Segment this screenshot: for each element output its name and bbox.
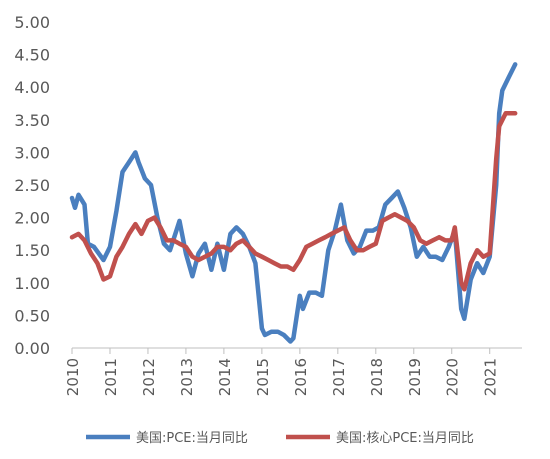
y-tick-label: 5.00: [14, 13, 50, 32]
y-tick-label: 4.50: [14, 46, 50, 65]
y-tick-label: 3.50: [14, 111, 50, 130]
y-tick-label: 0.50: [14, 306, 50, 325]
series-lines: [69, 62, 518, 344]
x-tick-label: 2014: [216, 358, 234, 396]
x-tick-label: 2016: [292, 358, 310, 396]
x-tick-label: 2020: [444, 358, 462, 396]
x-tick-label: 2019: [406, 358, 424, 396]
series-line-2: [69, 111, 518, 292]
y-tick-label: 2.00: [14, 209, 50, 228]
legend: 美国:PCE:当月同比 美国:核心PCE:当月同比: [86, 431, 474, 446]
x-tick-label: 2011: [102, 358, 120, 396]
y-tick-label: 1.50: [14, 241, 50, 260]
y-tick-label: 1.00: [14, 274, 50, 293]
x-tick-label: 2021: [482, 358, 500, 396]
x-tick-label: 2013: [178, 358, 196, 396]
series-line-1: [69, 62, 518, 344]
x-tick-label: 2018: [368, 358, 386, 396]
y-tick-label: 2.50: [14, 176, 50, 195]
x-tick-label: 2017: [330, 358, 348, 396]
legend-label: 美国:PCE:当月同比: [136, 431, 248, 446]
x-tick-label: 2010: [64, 358, 82, 396]
x-axis-ticks: 2010 2011 2012 2013 2014 2015 2016 2017 2018 2019…: [64, 348, 500, 396]
y-tick-label: 4.00: [14, 78, 50, 97]
y-tick-label: 3.00: [14, 143, 50, 162]
legend-label: 美国:核心PCE:当月同比: [336, 431, 474, 446]
x-tick-label: 2012: [140, 358, 158, 396]
y-tick-label: 0.00: [14, 339, 50, 358]
y-axis-ticks: 0.00 0.50 1.00 1.50 2.00 2.50 3.00 3.50 4.00 4.50…: [14, 13, 50, 358]
x-tick-label: 2015: [254, 358, 272, 396]
